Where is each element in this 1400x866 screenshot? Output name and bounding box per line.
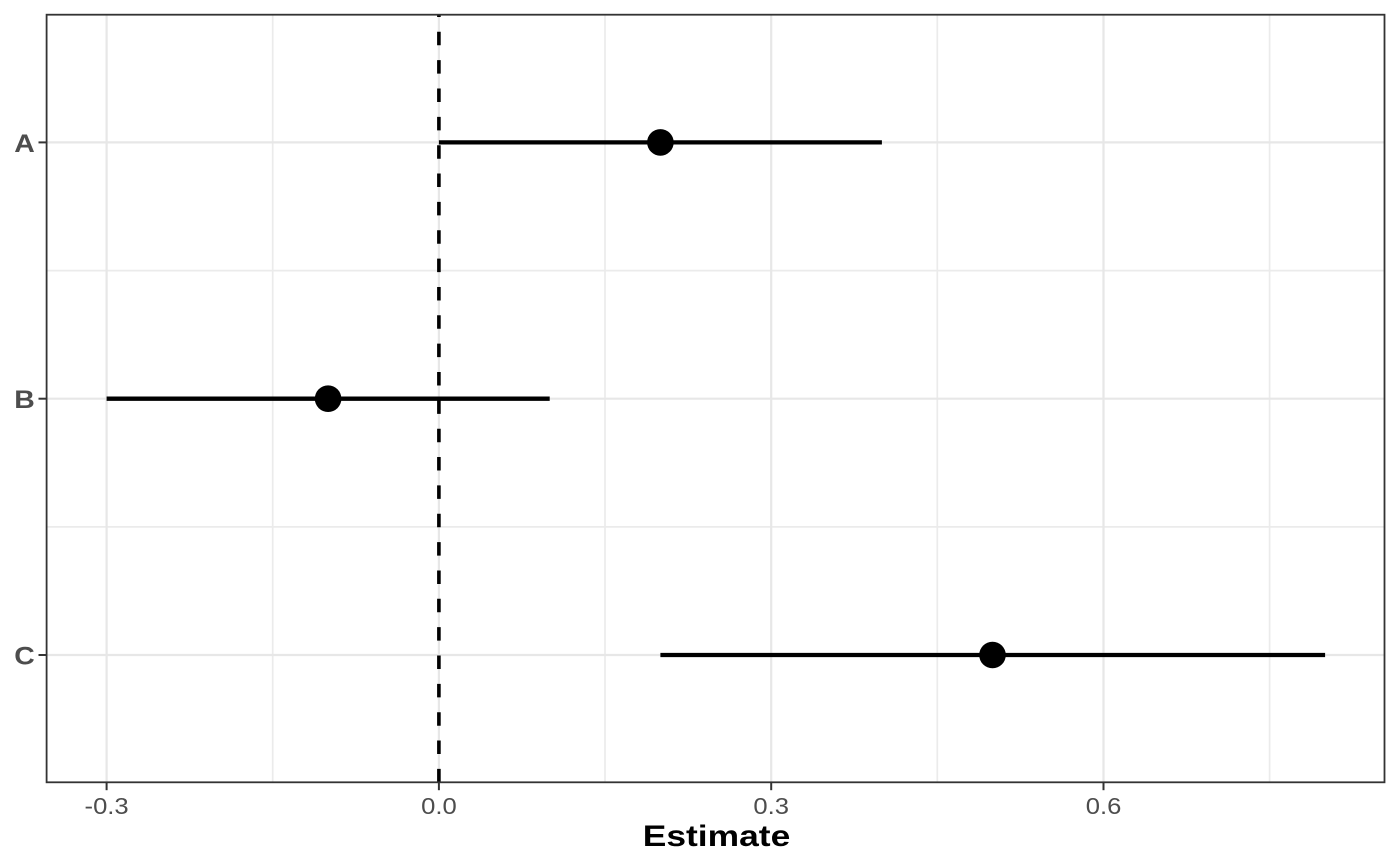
svg-text:0.0: 0.0	[421, 794, 457, 820]
svg-text:0.3: 0.3	[753, 794, 789, 820]
svg-text:B: B	[14, 385, 35, 413]
svg-text:-0.3: -0.3	[85, 794, 129, 820]
svg-text:Estimate: Estimate	[643, 818, 791, 852]
svg-text:A: A	[14, 129, 35, 157]
svg-text:0.6: 0.6	[1086, 794, 1122, 820]
svg-text:C: C	[14, 642, 35, 670]
